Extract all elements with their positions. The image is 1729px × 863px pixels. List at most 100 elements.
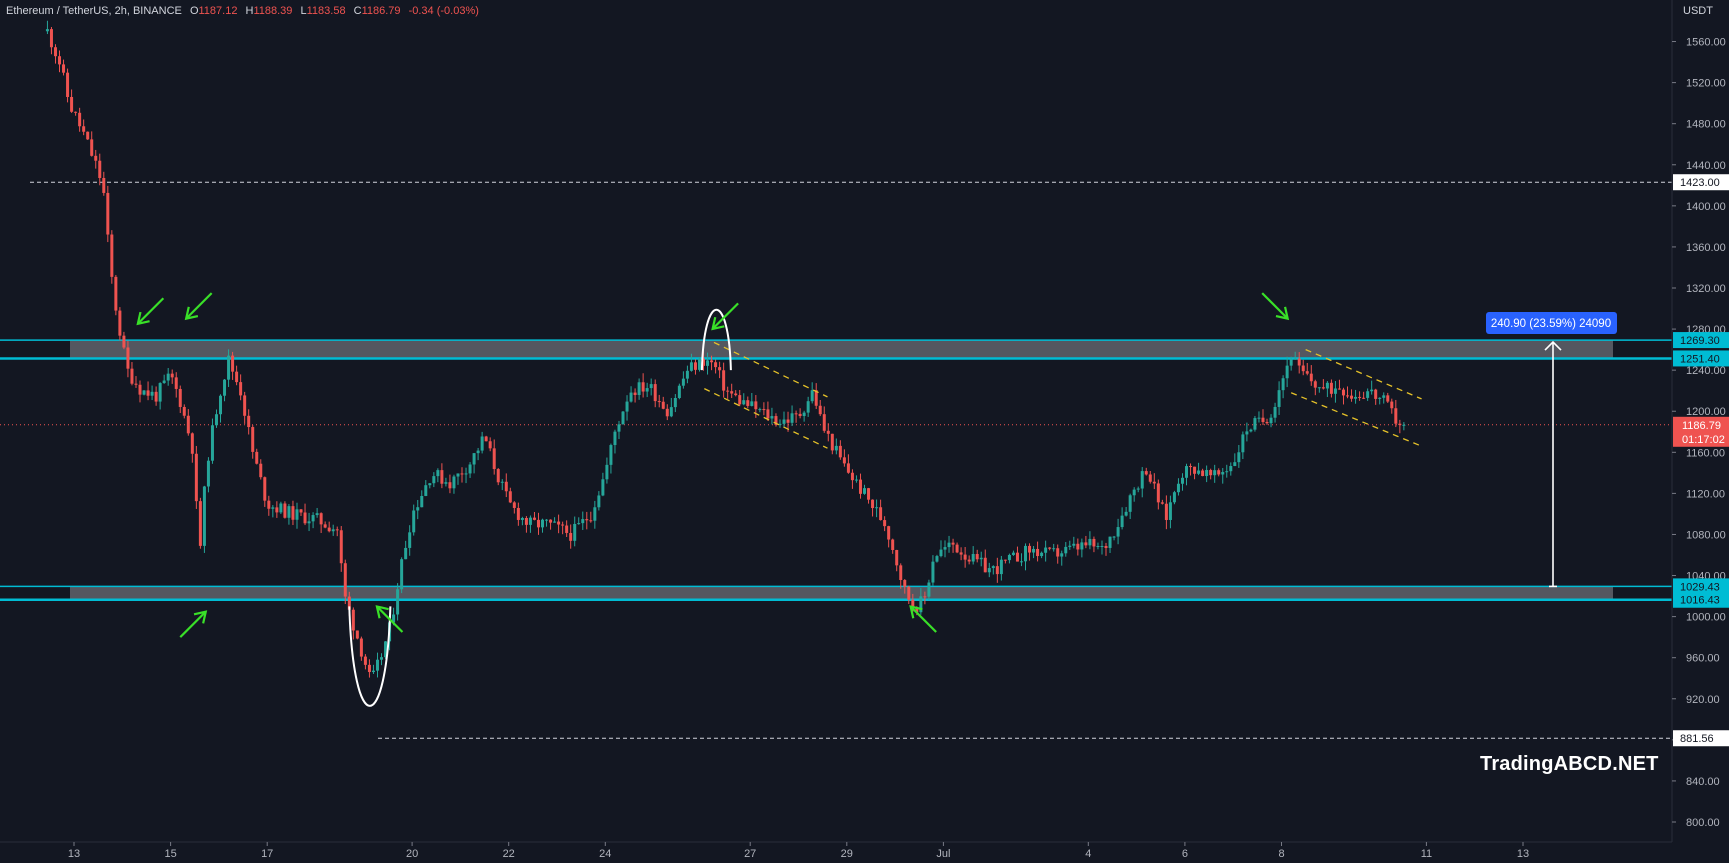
candle-body (605, 464, 609, 480)
candle-body (766, 409, 770, 419)
candle-body (702, 358, 706, 366)
candle-body (343, 563, 347, 597)
candle-body (307, 521, 311, 524)
candle-body (134, 383, 138, 385)
level-881-axis-label: 881.56 (1680, 733, 1714, 745)
candle-body (1273, 406, 1277, 418)
green-arrow-4 (711, 302, 739, 330)
candle-body (359, 638, 363, 657)
green-arrow-5 (909, 605, 937, 633)
candle-body (480, 436, 484, 451)
green-arrow-6 (1261, 292, 1289, 320)
channel-upper-line-0 (713, 341, 828, 398)
candle-body (1337, 388, 1341, 390)
candle-body (1180, 477, 1184, 484)
candle-body (754, 401, 758, 410)
candle-body (186, 415, 190, 434)
candle-body (371, 670, 375, 673)
y-tick-label: 800.00 (1686, 817, 1720, 829)
candle-body (959, 552, 963, 555)
candle-body (883, 520, 887, 527)
candle-body (412, 510, 416, 533)
x-tick-label: 4 (1085, 848, 1091, 860)
candle-body (1164, 503, 1168, 520)
candle-body (1132, 489, 1136, 496)
candle-body (1289, 359, 1293, 366)
candle-body (846, 463, 850, 473)
candle-body (74, 111, 78, 113)
x-tick-label: 6 (1182, 848, 1188, 860)
candle-body (810, 390, 814, 402)
candle-body (1341, 389, 1345, 396)
candle-body (722, 370, 726, 391)
candle-body (1152, 481, 1156, 484)
candle-body (895, 549, 899, 566)
candle-body (94, 155, 98, 161)
candle-body (380, 657, 384, 660)
candle-body (496, 469, 500, 483)
green-arrowhead-6 (1275, 306, 1290, 321)
measure-label-box (1486, 312, 1617, 334)
candle-body (581, 519, 585, 524)
candle-body (1084, 542, 1088, 546)
candle-body (214, 414, 218, 426)
candle-body (673, 397, 677, 408)
green-arrowhead-0 (136, 311, 150, 326)
candle-body (536, 519, 540, 528)
candle-body (1253, 418, 1257, 430)
candle-body (1064, 546, 1068, 554)
candle-body (122, 335, 126, 348)
candle-body (456, 473, 460, 477)
symbol-title[interactable]: Ethereum / TetherUS, 2h, BINANCE (6, 5, 182, 17)
candle-body (532, 517, 536, 520)
candle-body (645, 388, 649, 392)
candle-body (1156, 483, 1160, 503)
green-arrowhead-1 (184, 306, 199, 321)
candle-body (1092, 538, 1096, 547)
high-value: 1188.39 (253, 5, 293, 17)
candle-body (1096, 546, 1100, 548)
candle-body (541, 519, 545, 528)
candle-body (1386, 395, 1390, 402)
candle-body (867, 488, 871, 500)
candle-body (1354, 396, 1358, 399)
candle-body (943, 547, 947, 550)
candle-body (790, 413, 794, 423)
y-tick-label: 840.00 (1686, 776, 1720, 788)
candle-body (1374, 389, 1378, 399)
candle-body (263, 477, 267, 501)
candle-body (887, 526, 891, 540)
low-label: L (300, 5, 307, 17)
candle-body (597, 495, 601, 508)
candle-body (436, 470, 440, 477)
candle-body (641, 382, 645, 392)
candle-body (1044, 547, 1048, 553)
candle-body (726, 390, 730, 392)
candle-body (975, 554, 979, 560)
candle-body (1281, 378, 1285, 391)
candle-body (923, 596, 927, 598)
candle-body (1225, 471, 1229, 473)
candle-body (1112, 536, 1116, 538)
candle-body (432, 476, 436, 484)
time-axis-background (0, 842, 1672, 863)
candle-body (1257, 417, 1261, 419)
candle-body (931, 561, 935, 583)
candle-body (53, 47, 57, 57)
candle-body (549, 519, 553, 523)
candle-body (681, 378, 685, 386)
candle-body (392, 614, 396, 623)
candle-body (1148, 474, 1152, 482)
candle-body (653, 384, 657, 402)
measure-arrowhead (1544, 340, 1562, 351)
candle-body (706, 360, 710, 366)
axis-currency-label[interactable]: USDT (1683, 5, 1713, 17)
y-tick-label: 1320.00 (1686, 283, 1726, 295)
candle-body (524, 518, 528, 525)
zone-bottom-axis-1-label: 1016.43 (1680, 595, 1720, 607)
candle-body (198, 501, 202, 546)
candle-body (1060, 553, 1064, 557)
candle-body (190, 433, 194, 454)
candle-body (1104, 545, 1108, 548)
